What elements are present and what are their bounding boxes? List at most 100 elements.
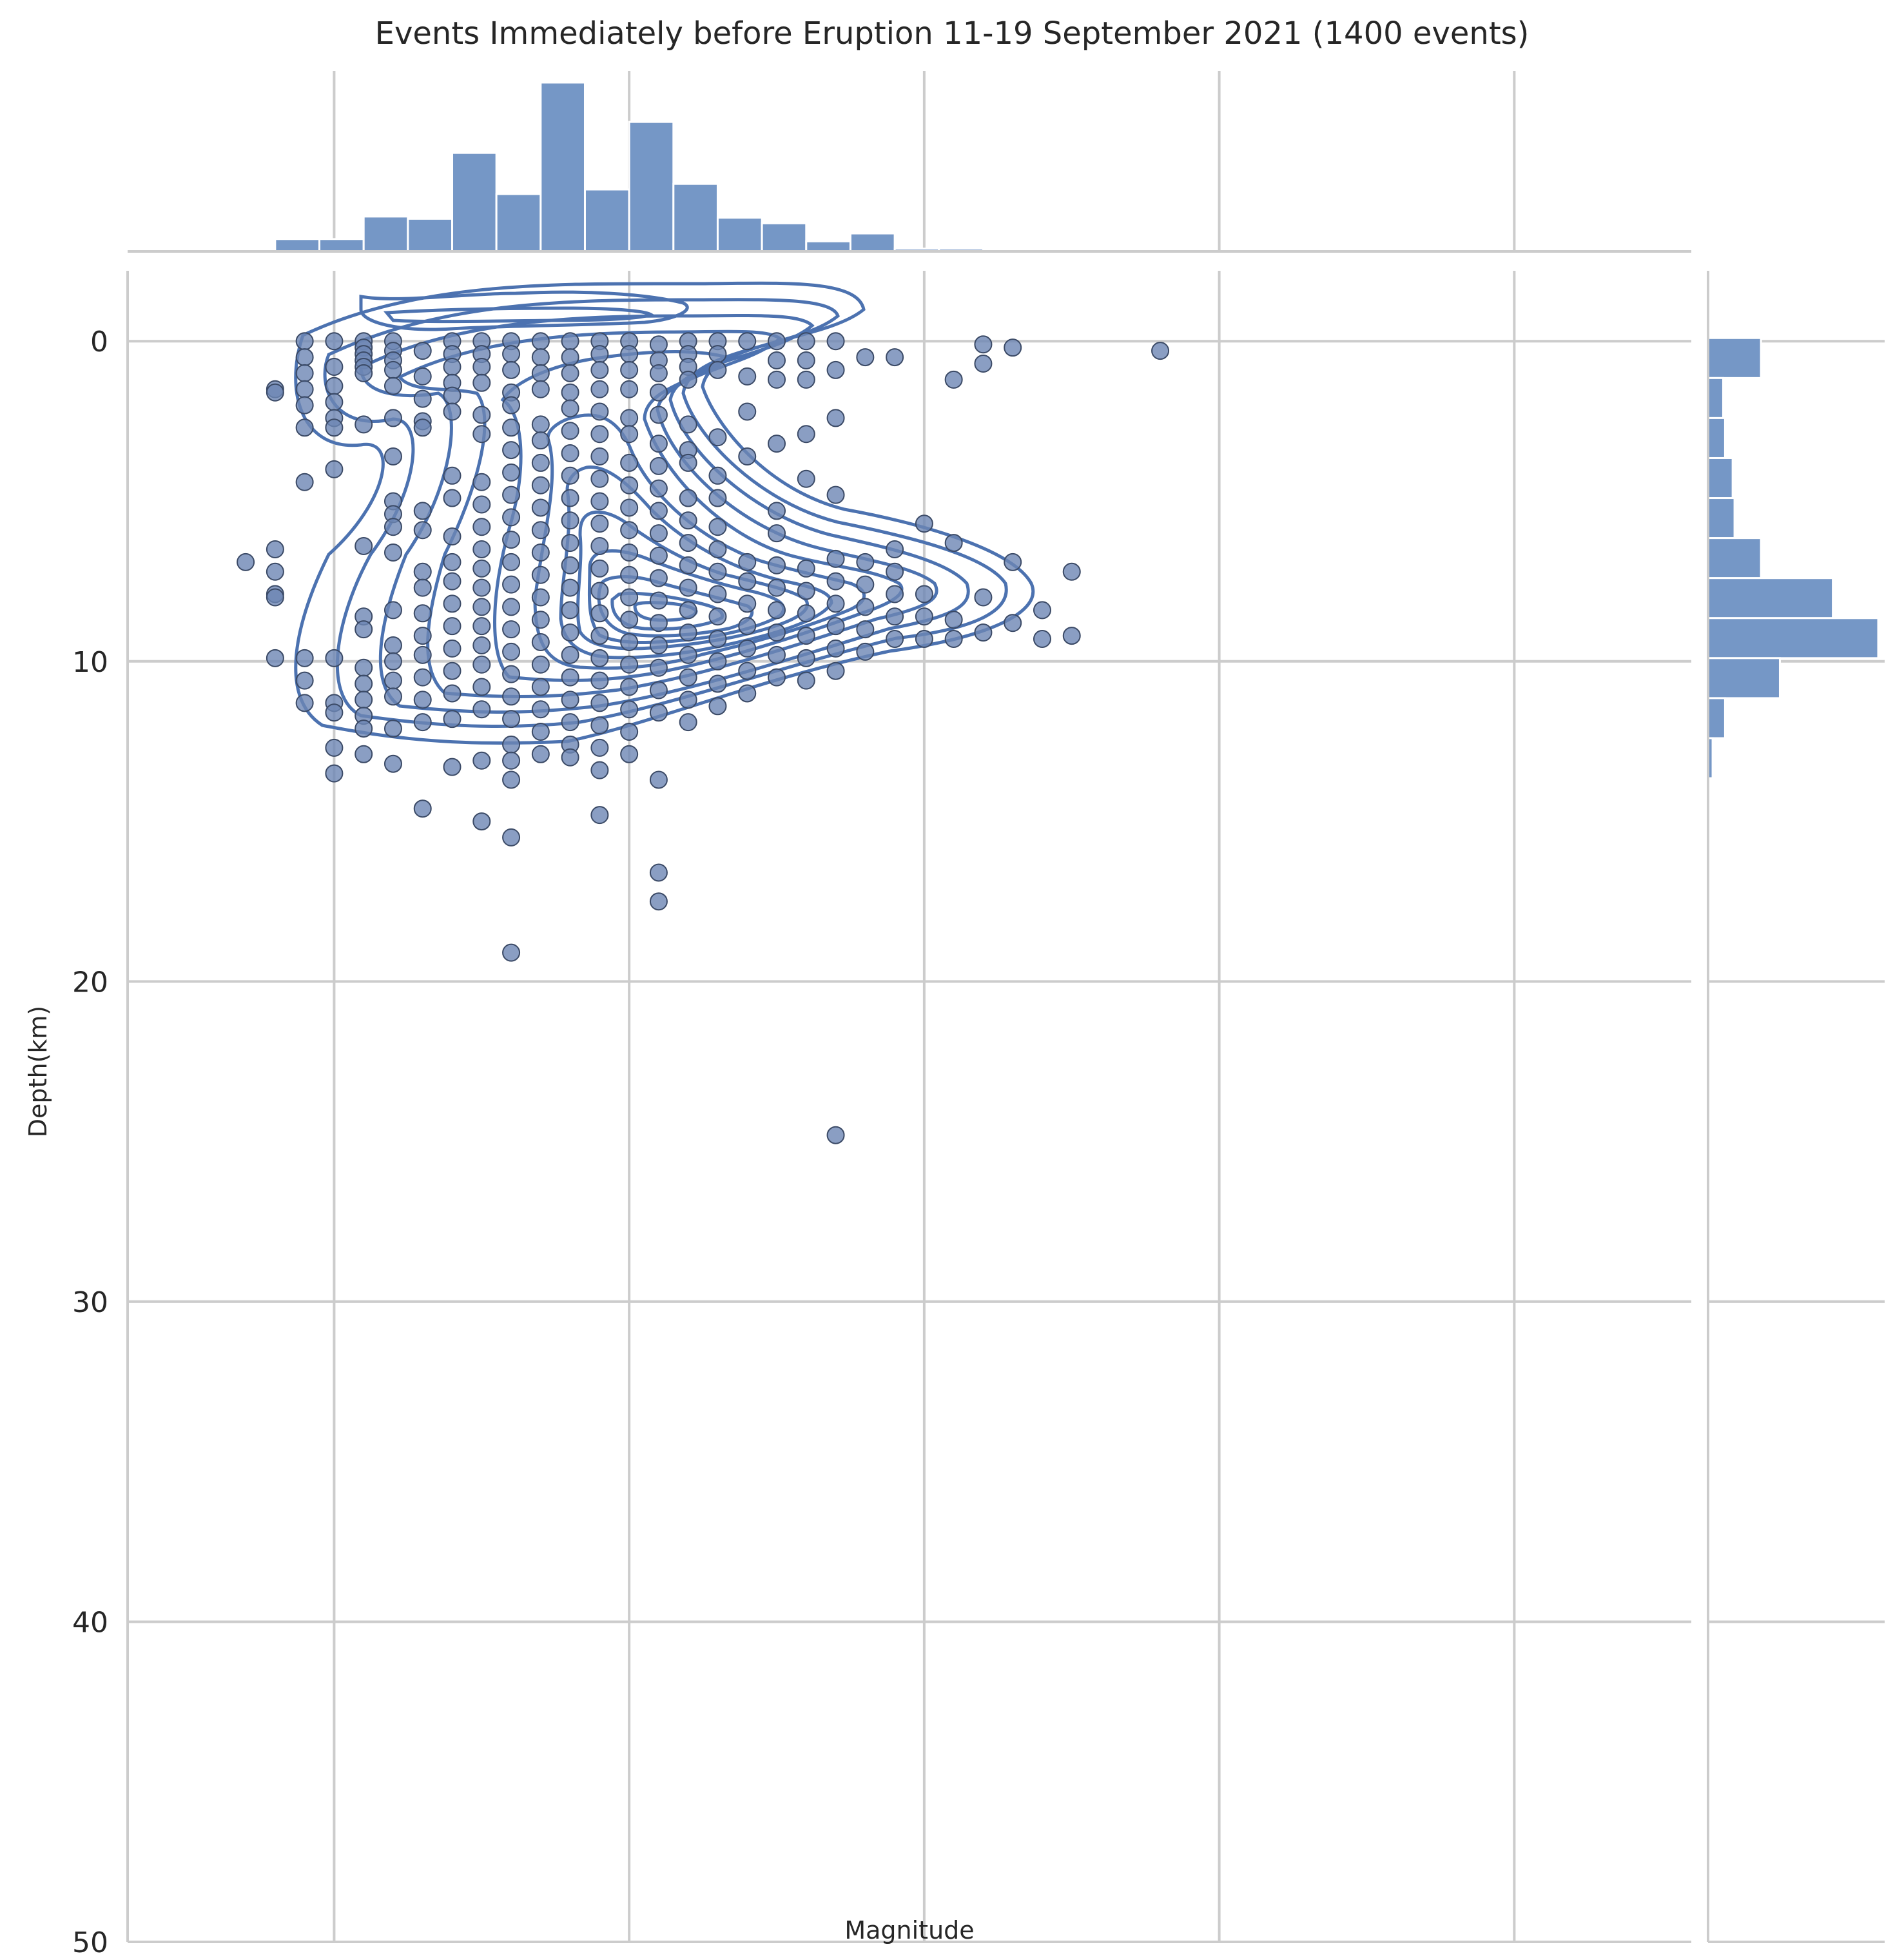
scatter-point: [590, 627, 609, 645]
scatter-point: [738, 617, 757, 636]
scatter-point: [502, 508, 521, 527]
scatter-point: [649, 591, 668, 610]
scatter-point: [679, 415, 697, 434]
scatter-points: [237, 332, 1170, 1144]
scatter-point: [649, 502, 668, 520]
scatter-point: [649, 383, 668, 402]
scatter-point: [620, 588, 639, 607]
scatter-point: [649, 658, 668, 677]
scatter-point: [590, 492, 609, 511]
scatter-point: [295, 396, 314, 415]
scatter-point: [768, 524, 786, 543]
scatter-point: [649, 456, 668, 475]
scatter-point: [768, 578, 786, 597]
scatter-point: [886, 585, 904, 603]
scatter-point: [738, 661, 757, 680]
scatter-point: [384, 636, 402, 654]
scatter-point: [443, 661, 461, 680]
density-contour: [359, 290, 689, 331]
scatter-point: [384, 360, 402, 379]
marginal-x-bar: [362, 215, 409, 253]
scatter-point: [708, 518, 727, 536]
scatter-point: [443, 639, 461, 658]
scatter-point: [295, 380, 314, 398]
scatter-point: [502, 553, 521, 571]
scatter-point: [708, 607, 727, 626]
scatter-point: [266, 588, 284, 607]
scatter-point: [472, 678, 491, 696]
scatter-point: [856, 598, 875, 616]
marginal-y-bar: [1707, 377, 1724, 419]
scatter-point: [768, 556, 786, 574]
scatter-point: [1033, 601, 1051, 620]
scatter-point: [472, 598, 491, 616]
scatter-point: [443, 466, 461, 485]
scatter-point: [325, 377, 344, 395]
scatter-point: [708, 630, 727, 649]
scatter-point: [620, 611, 639, 629]
scatter-point: [413, 713, 432, 732]
scatter-point: [738, 684, 757, 703]
scatter-point: [708, 697, 727, 716]
scatter-point: [561, 364, 579, 382]
scatter-point: [797, 351, 815, 370]
scatter-point: [915, 514, 933, 533]
x-tick-label: 5: [1505, 1956, 1523, 1958]
scatter-point: [266, 649, 284, 667]
scatter-point: [915, 630, 933, 649]
scatter-point: [561, 466, 579, 485]
x-tick-label: 4: [1210, 1956, 1229, 1958]
scatter-point: [649, 863, 668, 882]
scatter-point: [1004, 614, 1022, 632]
y-axis-label: Depth(km): [24, 1006, 52, 1137]
scatter-point: [531, 611, 550, 629]
scatter-point: [266, 562, 284, 581]
scatter-point: [531, 745, 550, 763]
scatter-point: [886, 607, 904, 626]
scatter-point: [590, 345, 609, 364]
scatter-point: [413, 389, 432, 408]
marginal-y-bar: [1707, 456, 1734, 500]
scatter-point: [590, 582, 609, 600]
scatter-point: [590, 694, 609, 712]
scatter-point: [295, 694, 314, 712]
scatter-point: [472, 373, 491, 392]
scatter-point: [768, 332, 786, 351]
scatter-point: [826, 661, 845, 680]
scatter-point: [768, 645, 786, 664]
scatter-point: [502, 441, 521, 460]
scatter-point: [590, 716, 609, 735]
scatter-point: [561, 422, 579, 440]
marginal-y-bar: [1707, 416, 1726, 459]
scatter-point: [413, 418, 432, 437]
scatter-point: [590, 806, 609, 825]
scatter-point: [856, 348, 875, 367]
scatter-point: [502, 687, 521, 706]
scatter-point: [561, 748, 579, 767]
scatter-point: [768, 351, 786, 370]
scatter-point: [502, 943, 521, 962]
scatter-point: [502, 598, 521, 616]
scatter-point: [620, 543, 639, 562]
scatter-point: [384, 377, 402, 395]
scatter-point: [590, 671, 609, 690]
scatter-point: [620, 678, 639, 696]
scatter-point: [1004, 338, 1022, 357]
scatter-point: [886, 562, 904, 581]
scatter-point: [856, 642, 875, 661]
scatter-point: [768, 601, 786, 620]
scatter-point: [886, 348, 904, 367]
scatter-point: [679, 623, 697, 642]
scatter-point: [708, 540, 727, 558]
scatter-point: [649, 524, 668, 543]
scatter-point: [384, 409, 402, 427]
scatter-point: [295, 364, 314, 382]
scatter-point: [708, 428, 727, 447]
scatter-point: [531, 332, 550, 351]
scatter-point: [620, 655, 639, 674]
scatter-point: [561, 332, 579, 351]
scatter-point: [502, 396, 521, 415]
scatter-point: [531, 588, 550, 607]
scatter-point: [295, 348, 314, 367]
scatter-point: [590, 425, 609, 444]
